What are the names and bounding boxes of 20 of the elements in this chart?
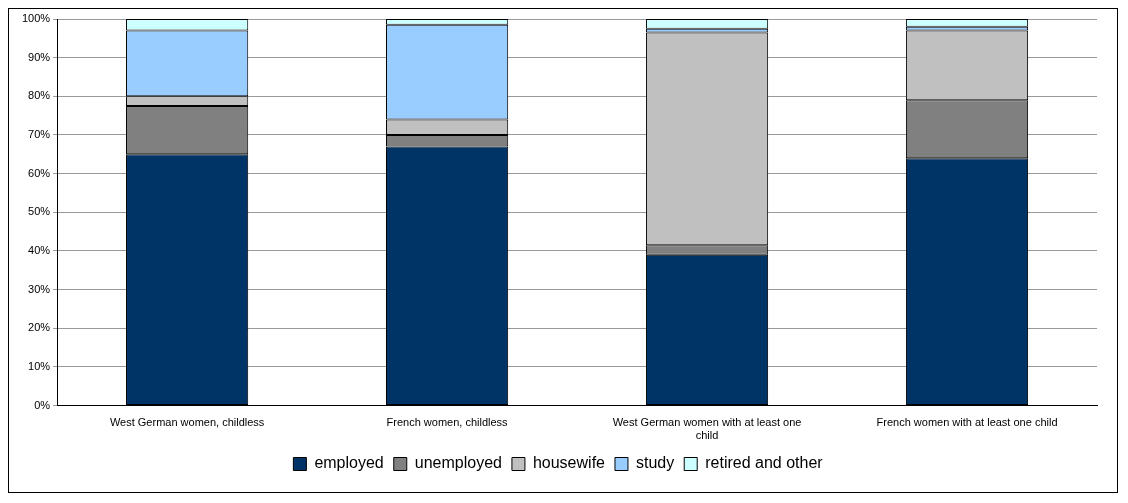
legend-label: housewife	[532, 454, 606, 472]
legend-label: unemployed	[414, 454, 502, 472]
y-tick-label: 90%	[28, 50, 51, 63]
x-tick-label: French women with at least one child	[876, 416, 1058, 429]
y-tick-label: 20%	[28, 321, 51, 334]
y-tick-label: 0%	[34, 398, 51, 411]
legend-label: employed	[314, 454, 384, 472]
y-tick-label: 10%	[28, 359, 51, 372]
x-tick-label: French women, childless	[386, 416, 509, 429]
legend-label: study	[635, 454, 675, 472]
x-tick-label: West German women with at least one child	[612, 416, 802, 442]
y-tick-label: 100%	[21, 12, 51, 25]
y-tick-label: 50%	[28, 205, 51, 218]
legend-label: retired and other	[705, 454, 824, 472]
x-tick-label: West German women, childless	[109, 416, 265, 429]
y-tick-label: 30%	[28, 282, 51, 295]
y-tick-label: 60%	[28, 166, 51, 179]
y-tick-label: 40%	[28, 243, 51, 256]
y-tick-label: 80%	[28, 89, 51, 102]
y-tick-label: 70%	[28, 128, 51, 141]
